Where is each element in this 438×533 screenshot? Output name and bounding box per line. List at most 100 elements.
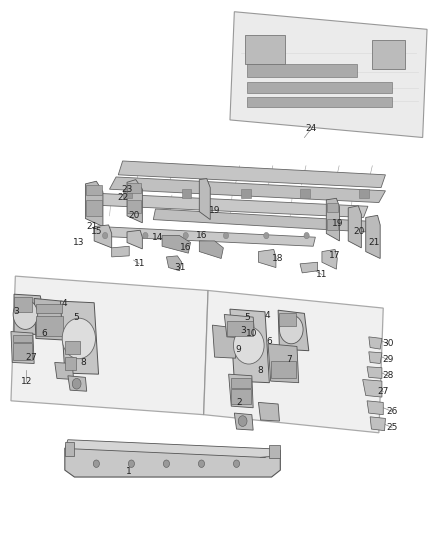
Text: 21: 21 bbox=[369, 238, 380, 247]
Polygon shape bbox=[110, 177, 385, 203]
Circle shape bbox=[233, 327, 264, 364]
Polygon shape bbox=[96, 227, 315, 246]
Text: 6: 6 bbox=[266, 337, 272, 345]
Text: 24: 24 bbox=[305, 125, 317, 133]
Bar bbox=[123, 189, 132, 198]
Circle shape bbox=[264, 232, 269, 239]
Text: 23: 23 bbox=[121, 185, 133, 193]
Bar bbox=[65, 357, 76, 370]
Circle shape bbox=[102, 232, 108, 239]
Circle shape bbox=[13, 300, 38, 329]
Circle shape bbox=[233, 460, 240, 467]
Circle shape bbox=[93, 460, 99, 467]
Text: 31: 31 bbox=[174, 263, 185, 272]
Circle shape bbox=[223, 232, 229, 239]
Text: 26: 26 bbox=[386, 407, 398, 416]
Text: 22: 22 bbox=[117, 193, 128, 201]
Bar bbox=[271, 361, 296, 378]
Bar bbox=[300, 189, 310, 198]
Polygon shape bbox=[367, 401, 383, 415]
Circle shape bbox=[183, 232, 188, 239]
Text: 27: 27 bbox=[378, 387, 389, 396]
Polygon shape bbox=[34, 298, 65, 340]
Polygon shape bbox=[127, 180, 142, 223]
Text: 17: 17 bbox=[329, 252, 341, 260]
Text: 5: 5 bbox=[244, 313, 251, 321]
Bar bbox=[359, 189, 369, 198]
Bar bbox=[65, 341, 80, 354]
Polygon shape bbox=[230, 309, 269, 383]
Bar bbox=[182, 189, 191, 198]
Circle shape bbox=[198, 460, 205, 467]
Polygon shape bbox=[230, 12, 427, 138]
Bar bbox=[279, 313, 296, 326]
Bar bbox=[241, 189, 251, 198]
Polygon shape bbox=[14, 294, 44, 335]
Text: 3: 3 bbox=[240, 326, 246, 335]
Bar bbox=[14, 297, 32, 312]
Circle shape bbox=[238, 416, 247, 426]
Text: 8: 8 bbox=[258, 366, 264, 375]
Text: 16: 16 bbox=[196, 231, 207, 240]
Text: 6: 6 bbox=[42, 329, 48, 337]
Bar bbox=[327, 219, 338, 230]
Text: 9: 9 bbox=[236, 345, 242, 353]
Polygon shape bbox=[370, 417, 385, 431]
Polygon shape bbox=[60, 301, 99, 374]
Polygon shape bbox=[11, 332, 34, 364]
Text: 16: 16 bbox=[180, 244, 192, 252]
Polygon shape bbox=[229, 374, 253, 408]
Text: 12: 12 bbox=[21, 377, 32, 385]
Polygon shape bbox=[199, 241, 223, 259]
Text: 20: 20 bbox=[353, 228, 365, 236]
Bar bbox=[245, 35, 285, 64]
Bar bbox=[372, 40, 405, 69]
Text: 11: 11 bbox=[134, 260, 145, 268]
Circle shape bbox=[128, 460, 134, 467]
Polygon shape bbox=[162, 236, 191, 253]
Polygon shape bbox=[278, 310, 309, 351]
Text: 29: 29 bbox=[382, 356, 393, 364]
Polygon shape bbox=[112, 246, 129, 257]
Text: 10: 10 bbox=[246, 329, 258, 337]
Bar bbox=[65, 442, 74, 456]
Bar bbox=[13, 335, 32, 342]
Polygon shape bbox=[224, 314, 255, 338]
Text: 15: 15 bbox=[91, 228, 102, 236]
Polygon shape bbox=[68, 376, 87, 391]
Text: 7: 7 bbox=[286, 356, 292, 364]
Text: 4: 4 bbox=[62, 300, 67, 308]
Text: 7: 7 bbox=[30, 353, 36, 361]
Polygon shape bbox=[85, 181, 103, 227]
Bar bbox=[327, 203, 338, 212]
Bar bbox=[86, 185, 102, 195]
Text: 13: 13 bbox=[73, 238, 85, 247]
Polygon shape bbox=[348, 206, 361, 248]
Circle shape bbox=[163, 460, 170, 467]
Polygon shape bbox=[11, 276, 208, 415]
Polygon shape bbox=[326, 198, 339, 241]
Bar bbox=[231, 389, 251, 404]
Text: 8: 8 bbox=[80, 358, 86, 367]
Polygon shape bbox=[212, 325, 236, 358]
Polygon shape bbox=[204, 290, 383, 433]
Bar bbox=[227, 321, 253, 336]
Text: 18: 18 bbox=[272, 254, 284, 263]
Polygon shape bbox=[166, 256, 182, 271]
Text: 14: 14 bbox=[152, 233, 163, 241]
Text: 19: 19 bbox=[332, 220, 343, 228]
Polygon shape bbox=[258, 402, 279, 421]
Bar bbox=[269, 445, 280, 458]
Polygon shape bbox=[94, 225, 112, 248]
Text: 21: 21 bbox=[86, 222, 98, 231]
Text: 30: 30 bbox=[382, 340, 393, 348]
Polygon shape bbox=[153, 209, 368, 232]
Text: 19: 19 bbox=[209, 206, 220, 215]
Polygon shape bbox=[268, 344, 299, 383]
Text: 20: 20 bbox=[128, 212, 139, 220]
Text: 11: 11 bbox=[316, 270, 328, 279]
Polygon shape bbox=[322, 249, 337, 269]
Bar bbox=[127, 200, 141, 213]
Text: 5: 5 bbox=[74, 313, 80, 321]
Polygon shape bbox=[55, 362, 74, 379]
